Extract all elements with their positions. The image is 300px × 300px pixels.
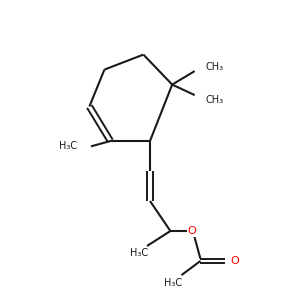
Text: H₃C: H₃C bbox=[164, 278, 182, 288]
Text: O: O bbox=[188, 226, 196, 236]
Text: H₃C: H₃C bbox=[59, 141, 77, 152]
Text: H₃C: H₃C bbox=[130, 248, 148, 258]
Text: CH₃: CH₃ bbox=[205, 94, 223, 105]
Text: CH₃: CH₃ bbox=[205, 61, 223, 72]
Text: O: O bbox=[230, 256, 239, 266]
